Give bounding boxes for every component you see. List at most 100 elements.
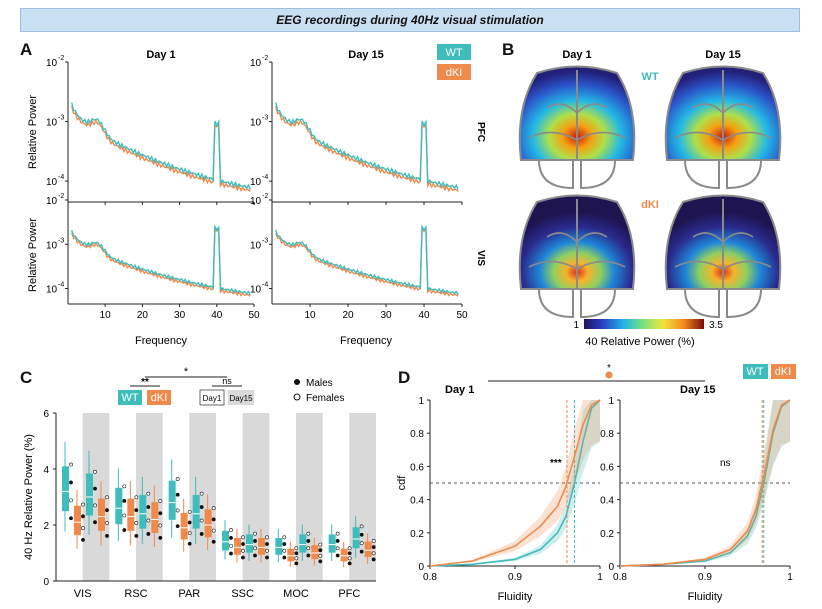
brain-outline [518, 65, 636, 161]
legend-day15-label: Day15 [229, 394, 253, 403]
legend-day15-box [228, 390, 254, 405]
y-tick-exponent: -4 [58, 174, 64, 181]
data-point [81, 514, 85, 519]
cdf-band [430, 400, 600, 566]
box [139, 494, 147, 529]
category-label: PFC [338, 588, 360, 600]
x-axis-label: Frequency [340, 335, 392, 347]
data-point [146, 532, 151, 536]
data-point [371, 545, 376, 550]
data-point [371, 551, 376, 556]
data-point [253, 553, 257, 558]
y-tick-label: 10 [46, 240, 58, 251]
data-point [134, 508, 139, 513]
data-point [282, 535, 287, 540]
category-label: RSC [124, 588, 147, 600]
y-tick-label: 0.2 [410, 529, 424, 540]
x-tick-label: 0.9 [698, 572, 712, 583]
x-tick-label: 10 [100, 310, 112, 321]
y-tick-exponent: -3 [262, 237, 268, 244]
data-point [335, 546, 340, 551]
x-tick-label: 50 [248, 310, 260, 321]
cdf-line [429, 399, 601, 567]
box [86, 473, 93, 516]
legend-dki-label: dKI [775, 366, 792, 378]
data-point [187, 531, 192, 536]
x-tick-label: 30 [380, 310, 392, 321]
legend-day1-box [199, 389, 225, 406]
y-tick-label: 10 [250, 118, 262, 129]
data-point [359, 541, 364, 546]
data-point [229, 543, 233, 548]
panel-label-a: A [20, 40, 33, 59]
colorbar [584, 319, 704, 329]
y-tick-label: 2 [43, 521, 49, 532]
data-point [105, 521, 109, 525]
colorbar-min: 1 [573, 320, 579, 331]
y-tick-label: 0 [418, 562, 424, 573]
legend-dki-swatch [437, 64, 471, 80]
y-tick-exponent: -4 [262, 282, 268, 289]
region-border [546, 103, 608, 115]
legend-dki-swatch [147, 390, 171, 405]
x-tick-label: 40 [211, 310, 223, 321]
x-tick-label: 1 [787, 572, 793, 583]
data-point [318, 548, 323, 553]
legend-dki-swatch [771, 364, 796, 379]
region-border [528, 260, 626, 270]
data-point [146, 518, 151, 523]
y-tick-label: 10 [46, 118, 58, 129]
cdf-band [430, 400, 600, 566]
cerebellum-right [580, 288, 616, 319]
col-title: Day 1 [445, 384, 474, 396]
data-point [282, 542, 287, 546]
col-title-day15: Day 15 [705, 49, 740, 61]
y-tick-label: 4 [43, 465, 49, 476]
data-point [158, 499, 163, 503]
region-border [546, 232, 608, 244]
data-point [306, 539, 311, 543]
y-tick-label: 0.8 [410, 429, 424, 440]
y-tick-exponent: -4 [58, 282, 64, 289]
cerebellum-left [538, 159, 574, 190]
col-title-day1: Day 1 [562, 49, 591, 61]
data-point [253, 531, 257, 536]
box [222, 530, 229, 551]
data-point [187, 520, 192, 525]
data-point [93, 520, 97, 525]
y-tick-label: 0.4 [600, 496, 614, 507]
data-point [335, 553, 340, 558]
data-point [69, 516, 73, 521]
y-tick-label: 10 [250, 177, 262, 188]
data-point [199, 518, 204, 523]
col-title: Day 15 [680, 384, 715, 396]
row-title-vis: VIS [475, 250, 486, 266]
data-point [318, 559, 323, 564]
y-tick-label: 0 [43, 577, 49, 588]
x-tick-label: 50 [456, 310, 468, 321]
box [151, 502, 159, 533]
y-axis-label: 40 Hz Relative Power (%) [23, 434, 35, 560]
y-tick-label: 0.2 [600, 529, 614, 540]
data-point [241, 542, 245, 546]
data-point [122, 513, 127, 518]
box [74, 505, 81, 536]
spectrum-line [71, 228, 251, 297]
data-point [359, 549, 364, 554]
data-point [265, 555, 269, 560]
data-point [211, 539, 216, 544]
data-point [175, 508, 180, 513]
legend-dki-label: dKI [151, 392, 168, 404]
sig-genotype: ** [141, 377, 149, 388]
data-point [69, 498, 73, 503]
data-point [93, 469, 97, 474]
data-point [146, 491, 151, 496]
data-point [347, 551, 352, 556]
box [62, 466, 69, 512]
brain-outline [664, 65, 782, 161]
legend-dki-label: dKI [446, 67, 463, 79]
data-point [306, 546, 311, 551]
data-point [294, 546, 299, 551]
data-point [81, 502, 85, 507]
